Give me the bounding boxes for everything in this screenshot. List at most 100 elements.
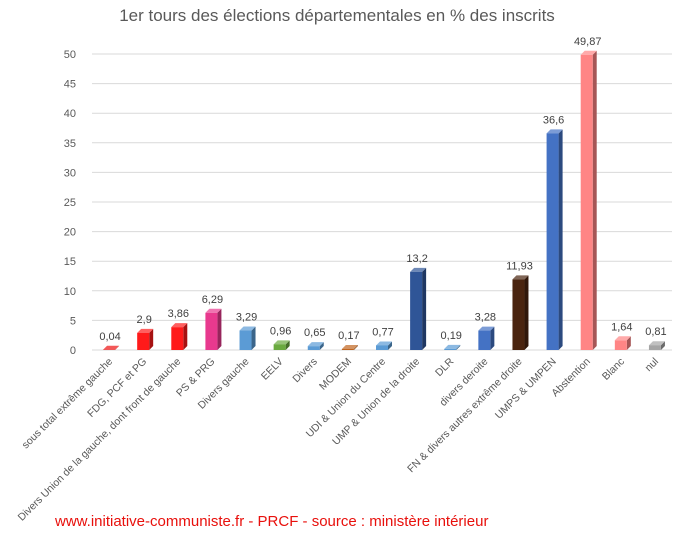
bar-top [376, 341, 392, 346]
data-labels: 0,04 2,9 3,86 6,29 3,29 0,96 0,65 0,17 0,77 13,2 0… [99, 36, 666, 343]
y-tick-label: 35 [64, 138, 76, 150]
data-label: 0,17 [338, 330, 359, 342]
y-tick-label: 30 [64, 167, 76, 179]
y-axis-ticks: 0 5 10 15 20 25 30 35 40 45 50 [64, 49, 76, 357]
bar-side [285, 340, 290, 350]
bar-side [456, 344, 461, 350]
bar-top [307, 342, 324, 347]
data-label: 3,29 [236, 312, 257, 324]
data-label: 11,93 [506, 260, 533, 272]
y-tick-label: 50 [64, 49, 76, 61]
data-label: 6,29 [202, 294, 223, 306]
bar-top [103, 345, 120, 350]
bar-side [422, 267, 427, 350]
bar-front [239, 330, 252, 350]
data-label: 1,64 [611, 321, 632, 333]
bar-top [580, 50, 597, 55]
category-label: UMPS & UMPEN [493, 356, 559, 422]
bar-side [490, 326, 495, 350]
bar-front [580, 54, 593, 351]
category-label: Divers Union de la gauche, dont front de… [16, 356, 184, 524]
bars [103, 50, 665, 351]
data-label: 0,19 [441, 330, 462, 342]
bar-side [388, 341, 392, 350]
source-note: www.initiative-communiste.fr - PRCF - so… [55, 513, 489, 530]
category-label: nul [643, 356, 661, 374]
bar-top [614, 336, 631, 341]
bar-side [353, 344, 358, 350]
bar-front [614, 340, 627, 350]
bar [648, 341, 665, 350]
bar-side [660, 341, 665, 350]
data-label: 0,77 [372, 326, 393, 338]
bar-side [217, 308, 222, 350]
bar-side [558, 129, 563, 350]
bar-top [171, 323, 188, 328]
bar [512, 275, 529, 350]
data-label: 0,81 [645, 326, 666, 338]
bar-front [478, 330, 491, 350]
bar-side [626, 336, 631, 350]
bar [444, 344, 461, 350]
bar-top [137, 328, 154, 333]
y-tick-label: 40 [64, 108, 76, 120]
data-label: 49,87 [574, 36, 602, 48]
bar-front [546, 133, 559, 350]
bar-top [648, 341, 665, 346]
data-label: 0,65 [304, 327, 325, 339]
bar-top [478, 326, 495, 331]
y-tick-label: 45 [64, 79, 76, 91]
bar-top [273, 340, 290, 345]
y-tick-label: 5 [70, 315, 76, 327]
bar [614, 336, 631, 350]
y-tick-label: 0 [70, 345, 76, 357]
bar-side [592, 50, 597, 351]
bar-front [341, 348, 354, 350]
data-label: 0,96 [270, 325, 291, 337]
bar-top [341, 344, 358, 349]
bar-top [205, 308, 222, 313]
data-label: 3,86 [168, 308, 189, 320]
bar-top [410, 267, 427, 272]
bar [478, 326, 495, 350]
bar-front [273, 344, 286, 350]
y-tick-label: 20 [64, 227, 76, 239]
bar-front [512, 279, 525, 350]
bar [376, 341, 392, 350]
bar-side [115, 345, 120, 350]
bar [273, 340, 290, 350]
data-label: 36,6 [543, 114, 564, 126]
bar [341, 344, 358, 350]
bar-front [444, 348, 457, 350]
bar [205, 308, 222, 350]
bar-front [410, 271, 423, 350]
data-label: 3,28 [475, 312, 496, 324]
bar-top [546, 129, 563, 134]
bar-top [239, 326, 256, 331]
bar-side [251, 326, 256, 350]
data-label: 0,04 [99, 331, 120, 343]
bar-front [171, 327, 184, 350]
bar-front [376, 345, 388, 350]
data-label: 13,2 [406, 253, 427, 265]
category-label: EELV [259, 356, 286, 383]
bar-top [444, 344, 461, 349]
bar-side [183, 323, 188, 350]
bar [137, 328, 154, 350]
bar [580, 50, 597, 351]
category-label: Divers [290, 356, 320, 386]
category-label: Blanc [600, 356, 627, 383]
y-tick-label: 25 [64, 197, 76, 209]
data-label: 2,9 [137, 314, 152, 326]
bar-side [149, 328, 154, 350]
bar-top [512, 275, 529, 280]
bar-front [307, 346, 320, 350]
bar [103, 345, 120, 350]
bar [239, 326, 256, 350]
bar-side [319, 342, 324, 350]
y-tick-label: 15 [64, 256, 76, 268]
bar [410, 267, 427, 350]
bar-front [205, 312, 218, 350]
